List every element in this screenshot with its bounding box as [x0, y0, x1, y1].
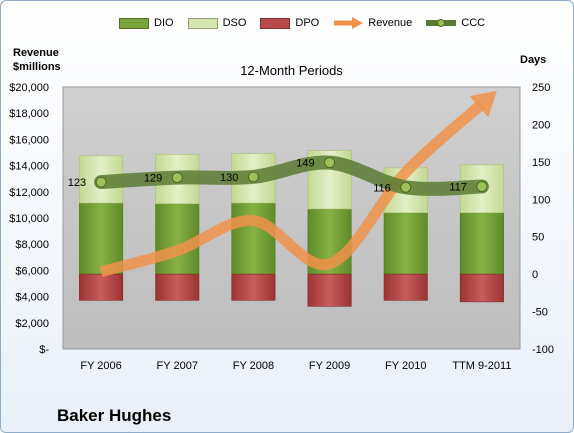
- legend-item: Revenue: [333, 17, 412, 29]
- left-tick-label: $2,000: [15, 318, 49, 330]
- ccc-marker: [247, 171, 259, 183]
- right-tick-label: -100: [532, 344, 554, 356]
- right-tick-label: 50: [532, 232, 544, 244]
- left-tick-label: $10,000: [9, 213, 49, 225]
- legend-item: CCC: [424, 17, 486, 29]
- category-label: FY 2006: [80, 360, 121, 372]
- ccc-line: [94, 155, 489, 196]
- bar-dio: [459, 212, 504, 275]
- right-tick-label: 100: [532, 194, 550, 206]
- legend-swatch: [187, 17, 218, 29]
- bar-dpo: [79, 273, 124, 301]
- revenue-line: [99, 99, 486, 278]
- legend-label: CCC: [461, 17, 486, 29]
- ccc-data-label: 116: [373, 182, 391, 194]
- category-label: FY 2007: [157, 360, 198, 372]
- right-tick-label: 150: [532, 157, 550, 169]
- left-tick-label: $12,000: [9, 187, 49, 199]
- legend-label: DIO: [154, 17, 174, 29]
- ccc-data-label: 149: [296, 158, 314, 170]
- category-label: FY 2008: [233, 360, 274, 372]
- ccc-data-label: 117: [449, 182, 467, 194]
- category-label: FY 2009: [309, 360, 350, 372]
- legend-label: DPO: [295, 17, 320, 29]
- legend-label: Revenue: [368, 17, 413, 29]
- ccc-data-label: 130: [220, 172, 238, 184]
- left-tick-label: $-: [39, 344, 49, 356]
- left-tick-label: $18,000: [9, 108, 49, 120]
- left-axis-title: Revenue $millions: [13, 46, 61, 74]
- revenue-arrowhead: [469, 90, 497, 118]
- legend-label: DSO: [222, 17, 247, 29]
- legend-item: DPO: [260, 17, 319, 29]
- ccc-marker: [400, 181, 412, 193]
- left-tick-label: $8,000: [15, 239, 49, 251]
- left-tick-label: $20,000: [9, 82, 49, 94]
- legend-swatch: [424, 17, 459, 29]
- bar-dpo: [307, 273, 352, 307]
- category-label: TTM 9-2011: [452, 360, 511, 372]
- company-name: Baker Hughes: [57, 406, 172, 425]
- legend-item: DIO: [119, 17, 174, 29]
- ccc-data-label: 129: [144, 173, 162, 185]
- chart-title: 12-Month Periods: [240, 63, 343, 78]
- bar-dpo: [155, 273, 200, 301]
- legend-swatch: [260, 17, 291, 29]
- left-tick-label: $4,000: [15, 292, 49, 304]
- left-axis-title-line2: $millions: [13, 61, 61, 73]
- left-tick-label: $14,000: [9, 161, 49, 173]
- legend-swatch: [119, 17, 149, 29]
- ccc-marker: [324, 157, 336, 169]
- ccc-marker: [476, 181, 488, 193]
- ccc-data-label: 123: [68, 177, 86, 189]
- left-axis-title-line1: Revenue: [13, 47, 59, 59]
- category-label: FY 2010: [385, 360, 426, 372]
- right-axis-title: Days: [520, 54, 547, 66]
- ccc-marker: [95, 176, 107, 188]
- right-tick-label: 200: [532, 119, 550, 131]
- bar-dio: [383, 212, 428, 275]
- ccc-marker: [171, 172, 183, 184]
- bar-dpo: [383, 273, 428, 301]
- bar-dpo: [231, 273, 276, 301]
- left-tick-label: $16,000: [9, 134, 49, 146]
- right-tick-label: 250: [532, 82, 550, 94]
- legend-item: DSO: [187, 17, 247, 29]
- left-tick-label: $6,000: [15, 265, 49, 277]
- legend-swatch: [333, 17, 364, 29]
- bar-dpo: [459, 273, 504, 303]
- legend: DIO DSO DPO Revenue CCC: [119, 15, 499, 31]
- right-tick-label: -50: [532, 307, 548, 319]
- bar-dio: [231, 202, 276, 275]
- right-tick-label: 0: [532, 269, 538, 281]
